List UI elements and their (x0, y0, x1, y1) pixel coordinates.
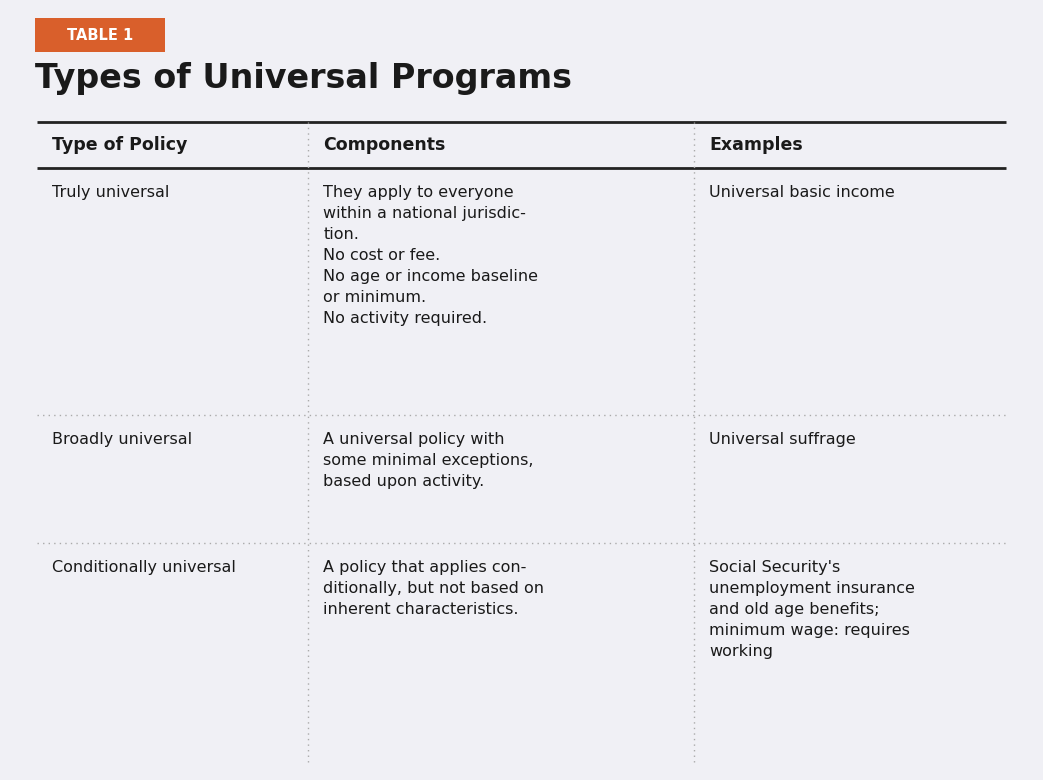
Text: Types of Universal Programs: Types of Universal Programs (35, 62, 572, 95)
Text: A universal policy with
some minimal exceptions,
based upon activity.: A universal policy with some minimal exc… (323, 432, 534, 489)
Text: Conditionally universal: Conditionally universal (52, 560, 236, 575)
Text: Universal basic income: Universal basic income (709, 185, 895, 200)
Text: Components: Components (323, 136, 445, 154)
Text: Truly universal: Truly universal (52, 185, 170, 200)
Text: A policy that applies con-
ditionally, but not based on
inherent characteristics: A policy that applies con- ditionally, b… (323, 560, 544, 617)
Text: Social Security's
unemployment insurance
and old age benefits;
minimum wage: req: Social Security's unemployment insurance… (709, 560, 915, 659)
Text: Type of Policy: Type of Policy (52, 136, 188, 154)
Text: Universal suffrage: Universal suffrage (709, 432, 856, 447)
FancyBboxPatch shape (35, 18, 165, 52)
Text: Examples: Examples (709, 136, 803, 154)
Text: TABLE 1: TABLE 1 (67, 27, 134, 42)
Text: Broadly universal: Broadly universal (52, 432, 192, 447)
Text: They apply to everyone
within a national jurisdic-
tion.
No cost or fee.
No age : They apply to everyone within a national… (323, 185, 538, 326)
